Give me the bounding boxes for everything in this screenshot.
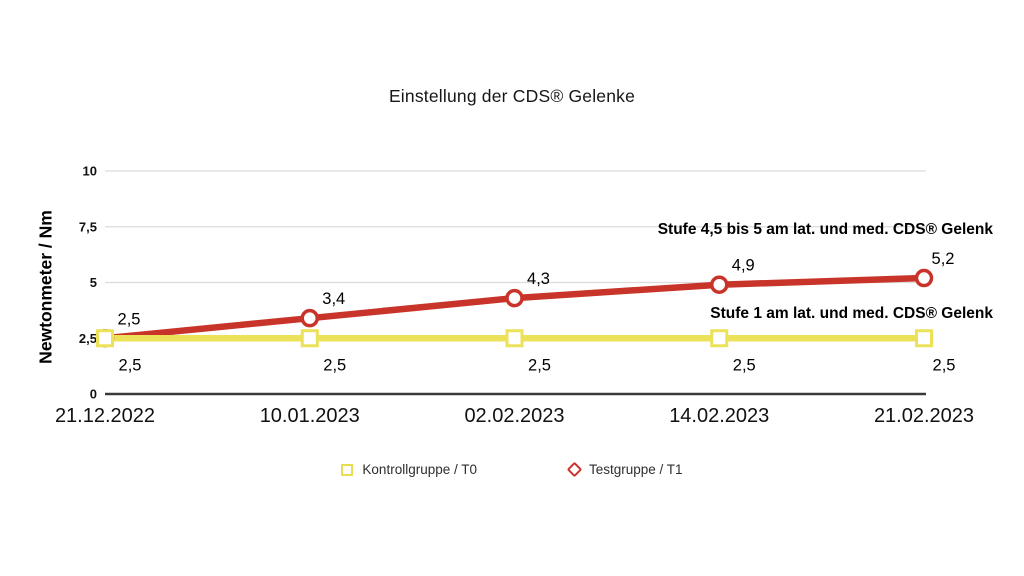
data-label: 2,5 bbox=[733, 356, 756, 374]
data-label: 5,2 bbox=[932, 250, 955, 268]
data-point-kontrollgruppe[interactable] bbox=[300, 329, 319, 348]
data-label: 2,5 bbox=[118, 310, 141, 328]
x-tick-label: 21.02.2023 bbox=[874, 405, 974, 427]
annotation-testgruppe: Stufe 4,5 bis 5 am lat. und med. CDS® Ge… bbox=[657, 221, 993, 238]
legend-label-kontrollgruppe: Kontrollgruppe / T0 bbox=[362, 462, 477, 477]
legend-item-testgruppe[interactable]: Testgruppe / T1 bbox=[566, 461, 683, 478]
x-tick-label: 14.02.2023 bbox=[669, 405, 769, 427]
legend: Kontrollgruppe / T0 Testgruppe / T1 bbox=[0, 461, 1024, 478]
x-tick-label: 02.02.2023 bbox=[464, 405, 564, 427]
legend-label-testgruppe: Testgruppe / T1 bbox=[589, 462, 683, 477]
data-point-kontrollgruppe[interactable] bbox=[710, 329, 729, 348]
annotation-kontrollgruppe: Stufe 1 am lat. und med. CDS® Gelenk bbox=[710, 305, 993, 322]
data-label: 4,3 bbox=[527, 270, 550, 288]
y-tick-label: 5 bbox=[90, 275, 97, 290]
y-tick-label: 10 bbox=[83, 164, 97, 179]
x-tick-label: 21.12.2022 bbox=[55, 405, 155, 427]
data-label: 4,9 bbox=[732, 257, 755, 275]
y-tick-label: 0 bbox=[90, 387, 97, 402]
data-point-kontrollgruppe[interactable] bbox=[915, 329, 933, 348]
data-label: 2,5 bbox=[119, 356, 142, 374]
legend-item-kontrollgruppe[interactable]: Kontrollgruppe / T0 bbox=[341, 462, 477, 477]
data-label: 2,5 bbox=[528, 356, 551, 374]
x-tick-label: 10.01.2023 bbox=[260, 405, 360, 427]
diamond-marker-icon bbox=[566, 461, 583, 478]
y-tick-label: 7,5 bbox=[79, 219, 97, 234]
data-label: 3,4 bbox=[322, 290, 345, 308]
data-point-testgruppe[interactable] bbox=[505, 288, 524, 308]
y-tick-label: 2,5 bbox=[79, 331, 97, 346]
chart-title: Einstellung der CDS® Gelenke bbox=[388, 86, 636, 106]
data-point-testgruppe[interactable] bbox=[710, 275, 729, 294]
data-label: 2,5 bbox=[323, 356, 346, 374]
data-point-kontrollgruppe[interactable] bbox=[505, 329, 524, 348]
square-marker-icon bbox=[341, 463, 354, 476]
data-point-kontrollgruppe[interactable] bbox=[96, 329, 114, 348]
data-point-testgruppe[interactable] bbox=[300, 308, 319, 328]
data-label: 2,5 bbox=[933, 356, 956, 374]
data-point-testgruppe[interactable] bbox=[914, 268, 934, 288]
